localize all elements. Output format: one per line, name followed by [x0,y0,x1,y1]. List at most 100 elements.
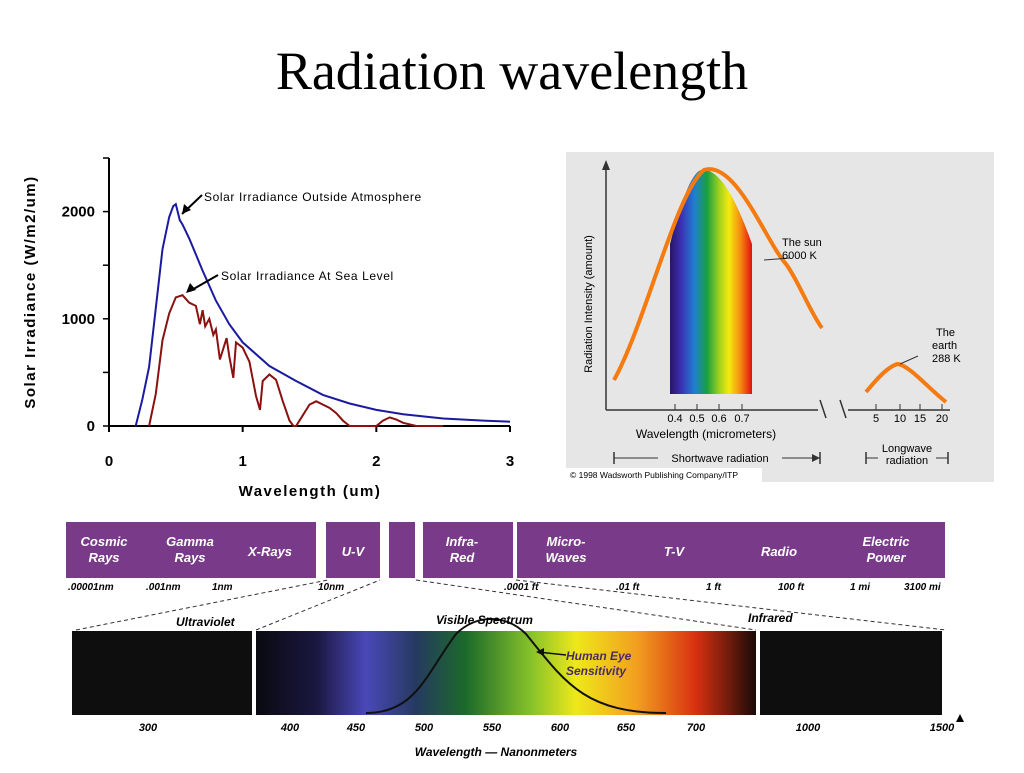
chart-background [566,152,994,482]
x-tick-label: 2 [372,453,380,470]
longwave-label-line-2: radiation [886,455,928,467]
band-box [423,522,513,578]
scale-label: 1 mi [850,582,870,593]
eye-sensitivity-curve [365,618,667,714]
ultraviolet-strip [72,631,252,715]
copyright-bg [566,468,762,482]
range-label-bg [658,450,782,465]
axis-break [819,399,827,419]
x-tick-label: 10 [894,413,906,425]
nm-tick-label: 1500 [930,722,955,734]
solar-irradiance-svg: 0 1 2 3 0 1000 2000 Solar Irradiance Outside A… [22,157,514,500]
range-label-bg [878,453,936,467]
y-tick-label: 2000 [62,204,95,221]
sun-label-line-2: 6000 K [782,250,818,262]
visible-strip [256,631,756,715]
band-label: Cosmic [81,534,129,549]
electromagnetic-spectrum-diagram: Cosmic Rays Gamma Rays X-Rays U-V Infra- Red Mic… [66,514,964,768]
annotation-arrowhead [186,283,196,293]
earth-label-line-1: The [936,327,955,339]
annotation-sea-level: Solar Irradiance At Sea Level [221,269,394,283]
shortwave-label: Shortwave radiation [671,453,768,465]
x-tick-label: 3 [506,453,514,470]
band-box [66,522,316,578]
band-box [389,522,415,578]
y-axis-label: Solar Irradiance (W/m2/um) [22,175,39,408]
section-infrared: Infrared [748,611,793,625]
range-arrow-icon [812,454,820,462]
nm-tick-label: 700 [687,722,706,734]
x-tick-label: 20 [936,413,948,425]
scale-label: 10nm [318,582,344,593]
nm-tick-label: 400 [280,722,300,734]
solar-irradiance-chart: 0 1 2 3 0 1000 2000 Solar Irradiance Outside A… [10,140,530,510]
annotation-arrow [189,274,219,292]
earth-curve [864,361,948,404]
x-tick-label: 0.4 [667,413,682,425]
scale-label: .001nm [146,582,181,593]
band-box [326,522,380,578]
section-ultraviolet: Ultraviolet [176,615,236,629]
earth-label-line-2: earth [932,340,957,352]
band-label: Gamma [166,534,214,549]
annotation-arrowhead [182,204,191,214]
band-label: Micro- [547,534,586,549]
band-label: Waves [546,550,587,565]
zoom-line [415,579,757,631]
x-axis-label: Wavelength (micrometers) [636,427,776,441]
scale-arrow-icon [956,714,964,722]
x-tick-label: 0.7 [734,413,749,425]
nm-tick-label: 550 [483,722,502,734]
section-visible: Visible Spectrum [436,613,533,627]
nm-tick-label: 500 [415,722,434,734]
page-title: Radiation wavelength [275,41,749,101]
scale-label: 100 ft [778,582,805,593]
x-tick-label: 5 [873,413,879,425]
band-label: Rays [174,550,205,565]
copyright: © 1998 Wadsworth Publishing Company/ITP [570,470,738,480]
visible-spectrum-band [670,169,752,394]
annotation-outside-atmosphere: Solar Irradiance Outside Atmosphere [204,190,422,204]
band-label: Infra- [446,534,479,549]
sun-label-line-1: The sun [782,237,822,249]
nm-tick-label: 1000 [796,722,821,734]
sun-earth-radiation-chart: 0.4 0.5 0.6 0.7 5 10 15 20 The sun 6000 K The e… [566,152,994,482]
sun-label-pointer [763,257,791,261]
y-axis-arrow-icon [602,160,610,170]
scale-label: .01 ft [616,582,640,593]
scale-label: 3100 mi [904,582,941,593]
nm-tick-label: 450 [346,722,366,734]
scale-label: 1 ft [706,582,722,593]
x-tick-label: 0.5 [689,413,704,425]
x-tick-label: 0.6 [711,413,726,425]
scale-label: .00001nm [68,582,114,593]
band-label: T-V [664,544,686,559]
curve-label-line-1: Human Eye [566,649,632,663]
scale-label: .0001 ft [504,582,539,593]
earth-label-pointer [899,355,919,365]
zoom-line [515,579,947,631]
zoom-line [255,579,381,631]
series-outside-atmosphere-line [134,202,511,427]
y-tick-label: 1000 [62,311,95,328]
nm-tick-label: 300 [139,722,158,734]
nm-tick-label: 650 [617,722,636,734]
infrared-strip [760,631,942,715]
zoom-line [75,579,329,631]
band-label: U-V [342,544,366,559]
y-tick-label: 0 [87,418,95,435]
sun-earth-svg: 0.4 0.5 0.6 0.7 5 10 15 20 The sun 6000 K The e… [566,152,994,482]
curve-pointer-arrow-icon [536,648,544,656]
band-label: Electric [863,534,911,549]
band-label: Radio [761,544,797,559]
scale-label: 1nm [212,582,233,593]
nm-tick-label: 600 [551,722,570,734]
band-label: Rays [88,550,119,565]
sun-curve [612,167,824,381]
band-box [517,522,945,578]
band-label: Red [450,550,476,565]
x-axis-label: Wavelength — Nanonmeters [415,745,578,759]
axis-break [839,399,847,419]
y-axis-label: Radiation Intensity (amount) [583,235,595,373]
